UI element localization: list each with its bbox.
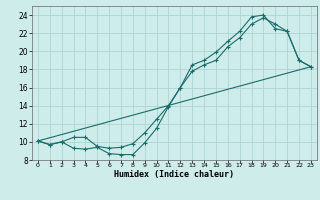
X-axis label: Humidex (Indice chaleur): Humidex (Indice chaleur) — [115, 170, 234, 179]
